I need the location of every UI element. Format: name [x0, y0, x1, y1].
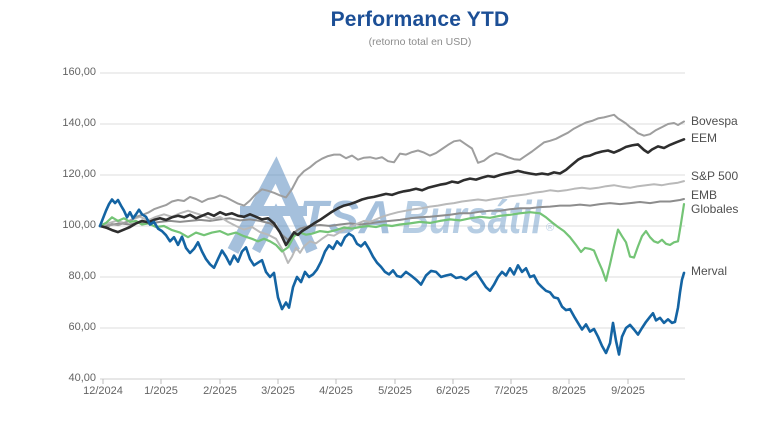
series-line-globales — [98, 203, 686, 282]
watermark-text-tsa: TSA — [300, 191, 392, 243]
watermark-registered-icon: ® — [546, 222, 554, 234]
series-line-bovespa — [99, 113, 685, 229]
chart-title: Performance YTD — [330, 8, 510, 31]
series-line-eem — [98, 138, 686, 247]
series-line-merval — [98, 198, 686, 356]
chart-header: Performance YTD (retorno total en USD) — [70, 8, 770, 48]
chart-subtitle: (retorno total en USD) — [368, 36, 472, 48]
series-line-emb — [99, 198, 685, 241]
tsa-logo-triangle-icon — [227, 156, 318, 254]
series-line-sp500 — [99, 180, 685, 264]
